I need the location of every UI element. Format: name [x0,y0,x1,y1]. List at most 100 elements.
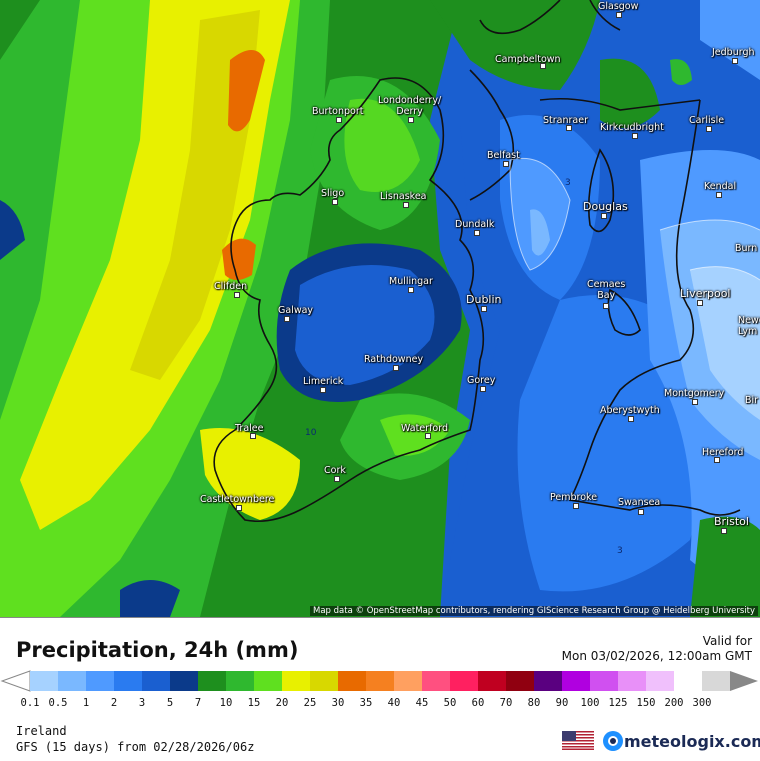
scale-swatch [590,671,619,691]
valid-date: Mon 03/02/2026, 12:00am GMT [561,649,752,663]
city-label: Clifden [214,281,248,292]
scale-swatch [702,671,731,691]
scale-tick-label: 70 [499,697,513,709]
color-scale-ticks: 0.1 0.5 1 2 3 5 7 10 15 20 25 30 35 40 45 50 60 70 80 90 100… [0,697,760,711]
precipitation-map[interactable]: Glasgow Campbeltown Jedburgh Burtonport … [0,0,760,617]
contour-label: 10 [305,428,317,438]
city-marker [732,58,738,64]
scale-swatch [394,671,423,691]
scale-swatch [254,671,283,691]
scale-swatch [366,671,395,691]
city-marker [721,528,727,534]
city-label: Montgomery [664,388,725,399]
city-label: Belfast [487,150,520,161]
city-label: Waterford [401,423,449,434]
city-marker [234,292,240,298]
city-label: Mullingar [389,276,433,287]
legend-panel: Precipitation, 24h (mm) Valid for Mon 03… [0,617,760,761]
scale-tick-label: 25 [303,697,317,709]
city-label: Kirkcudbright [600,122,664,133]
city-marker [393,365,399,371]
city-marker [332,199,338,205]
scale-tick-label: 50 [443,697,457,709]
scale-swatch [534,671,563,691]
scale-tick-label: 200 [664,697,684,709]
city-label: Dundalk [455,219,495,230]
city-marker [320,387,326,393]
scale-swatch [478,671,507,691]
meteologix-logo-icon [603,731,623,751]
scale-swatch [170,671,199,691]
scale-swatch [618,671,647,691]
city-label: Rathdowney [364,354,424,365]
scale-swatch [506,671,535,691]
scale-swatch [422,671,451,691]
city-marker [250,433,256,439]
city-label: Londonderry/ Derry [378,95,442,117]
city-label: Burtonport [312,106,364,117]
city-marker [236,505,242,511]
scale-tick-label: 60 [471,697,485,709]
city-marker [692,399,698,405]
scale-swatch [30,671,59,691]
city-marker [334,476,340,482]
city-marker [601,213,607,219]
model-run-label: GFS (15 days) from 02/28/2026/06z [16,740,255,754]
us-flag-icon[interactable] [562,731,594,750]
scale-tick-label: 150 [636,697,656,709]
scale-tick-label: 20 [275,697,289,709]
city-marker [474,230,480,236]
scale-swatch [86,671,115,691]
city-label: Swansea [618,497,661,508]
scale-swatch [310,671,339,691]
city-marker [573,503,579,509]
city-marker [714,457,720,463]
scale-right-arrow [730,671,758,691]
city-label: Bir [745,395,759,406]
city-label: Newca Lym [738,315,760,337]
city-marker [716,192,722,198]
city-marker [540,63,546,69]
scale-tick-label: 0.5 [48,697,68,709]
scale-swatch [562,671,591,691]
scale-swatch [226,671,255,691]
scale-swatch [58,671,87,691]
city-label: Campbeltown [495,54,561,65]
region-label: Ireland [16,724,67,738]
city-label: Burn [735,243,758,254]
scale-left-arrow [0,670,31,692]
city-label: Gorey [467,375,496,386]
city-label: Jedburgh [712,47,755,58]
city-marker [566,125,572,131]
city-marker [603,303,609,309]
city-marker [638,509,644,515]
scale-tick-label: 5 [166,697,174,709]
city-label: Castletownbere [200,494,275,505]
city-label: Douglas [583,200,628,213]
scale-tick-label: 80 [527,697,541,709]
city-label: Limerick [303,376,344,387]
scale-tick-label: 40 [387,697,401,709]
city-label: Dublin [466,293,502,306]
brand-logo[interactable]: meteologix.com [602,730,760,752]
map-attribution: Map data © OpenStreetMap contributors, r… [310,606,758,616]
city-marker [628,416,634,422]
city-label: Cemaes Bay [587,279,626,301]
city-marker [503,161,509,167]
map-canvas [0,0,760,617]
color-scale-bar [0,670,758,692]
city-marker [616,12,622,18]
city-label: Aberystwyth [600,405,660,416]
scale-tick-label: 10 [219,697,233,709]
city-marker [706,126,712,132]
scale-tick-label: 1 [82,697,90,709]
scale-tick-label: 15 [247,697,261,709]
city-marker [408,287,414,293]
city-label: Lisnaskea [380,191,427,202]
city-label: Carlisle [689,115,725,126]
scale-tick-label: 2 [110,697,118,709]
city-label: Glasgow [598,1,639,12]
scale-tick-label: 125 [608,697,628,709]
city-label: Pembroke [550,492,598,503]
city-label: Kendal [704,181,737,192]
